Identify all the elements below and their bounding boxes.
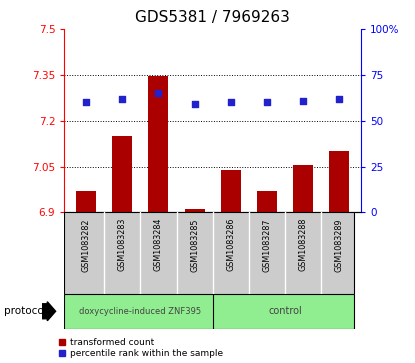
Bar bbox=[330, 151, 349, 212]
Bar bbox=[293, 165, 313, 212]
Point bbox=[83, 99, 89, 105]
Point bbox=[155, 90, 162, 96]
Point bbox=[264, 99, 270, 105]
Point bbox=[227, 99, 234, 105]
Text: GSM1083283: GSM1083283 bbox=[118, 218, 127, 272]
Bar bbox=[185, 209, 205, 212]
Point bbox=[300, 98, 306, 103]
Legend: transformed count, percentile rank within the sample: transformed count, percentile rank withi… bbox=[59, 338, 223, 359]
Title: GDS5381 / 7969263: GDS5381 / 7969263 bbox=[135, 10, 290, 25]
Text: GSM1083288: GSM1083288 bbox=[299, 218, 308, 272]
Bar bbox=[221, 170, 241, 212]
Text: protocol: protocol bbox=[4, 306, 47, 316]
Text: GSM1083287: GSM1083287 bbox=[262, 218, 271, 272]
Text: GSM1083289: GSM1083289 bbox=[335, 218, 344, 272]
Point bbox=[191, 101, 198, 107]
Text: control: control bbox=[268, 306, 302, 316]
Text: doxycycline-induced ZNF395: doxycycline-induced ZNF395 bbox=[79, 307, 201, 316]
Text: GSM1083282: GSM1083282 bbox=[81, 218, 90, 272]
Bar bbox=[112, 136, 132, 212]
Text: GSM1083285: GSM1083285 bbox=[190, 218, 199, 272]
Point bbox=[119, 96, 126, 102]
Bar bbox=[149, 76, 168, 212]
Text: GSM1083286: GSM1083286 bbox=[226, 218, 235, 272]
Bar bbox=[257, 191, 277, 212]
Bar bbox=[76, 191, 96, 212]
Text: GSM1083284: GSM1083284 bbox=[154, 218, 163, 272]
FancyArrow shape bbox=[42, 302, 56, 321]
Point bbox=[336, 96, 343, 102]
